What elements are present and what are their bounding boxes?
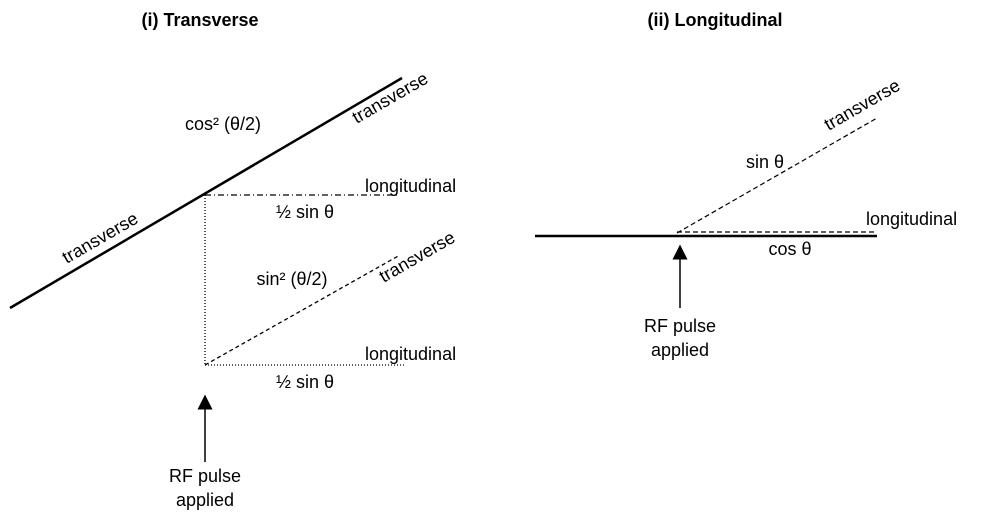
label: cos² (θ/2) [185,114,261,134]
pulse-label: RF pulse [169,466,241,486]
label: ½ sin θ [276,202,334,222]
panel-title: (ii) Longitudinal [648,10,783,30]
panel-title: (i) Transverse [141,10,258,30]
label: sin² (θ/2) [256,269,327,289]
solid-line [9,76,403,310]
label: transverse [821,75,904,134]
pulse-label: applied [651,340,709,360]
pulse-label: RF pulse [644,316,716,336]
dashed-line [676,117,878,234]
pulse-label: applied [176,490,234,510]
dashed-line [204,254,401,366]
label: longitudinal [365,176,456,196]
label: cos θ [768,239,811,259]
label: sin θ [746,152,784,172]
label: transverse [349,68,432,127]
label: longitudinal [866,209,957,229]
label: transverse [376,227,459,286]
label: longitudinal [365,344,456,364]
label: ½ sin θ [276,372,334,392]
